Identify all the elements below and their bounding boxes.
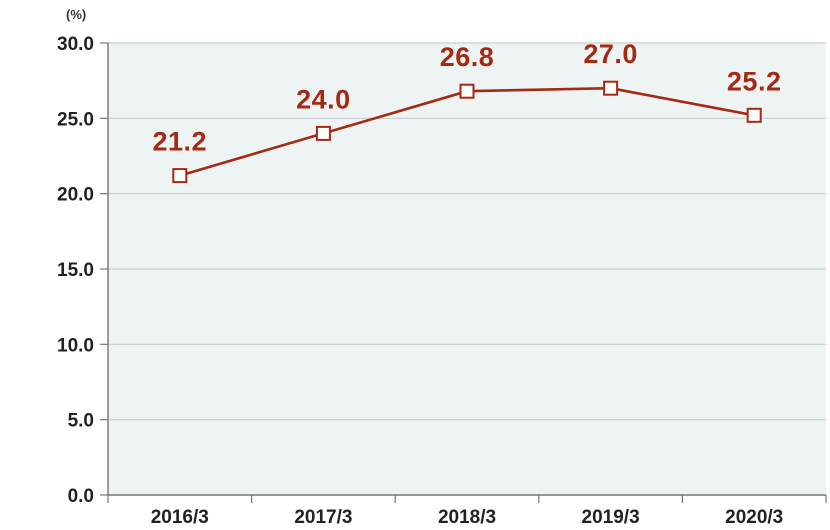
data-point-marker [459,83,475,99]
x-tick-label: 2016/3 [151,507,209,528]
y-tick-label: 0.0 [68,486,94,507]
gridlines [108,42,826,421]
y-tick-label: 15.0 [57,260,94,281]
y-axis-ticks: 0.0 5.0 10.0 15.0 20.0 25.0 30.0 [57,34,108,507]
x-tick-label: 2020/3 [725,507,783,528]
y-tick-label: 10.0 [57,335,94,356]
data-label: 26.8 [440,42,495,72]
data-point-marker [315,125,331,141]
data-markers [172,80,762,184]
data-label: 27.0 [583,39,638,69]
x-tick-label: 2019/3 [582,507,640,528]
x-tick-label: 2017/3 [294,507,352,528]
x-axis-ticks: 2016/3 2017/3 2018/3 2019/3 2020/3 [107,495,827,528]
data-point-marker [603,80,619,96]
data-point-marker [746,107,762,123]
y-axis-unit-label: (%) [66,7,86,22]
x-tick-label: 2018/3 [438,507,496,528]
data-label: 21.2 [153,127,208,157]
y-tick-label: 5.0 [68,411,94,432]
y-tick-label: 25.0 [57,109,94,130]
y-tick-label: 20.0 [57,185,94,206]
data-point-marker [172,168,188,184]
data-label: 25.2 [727,66,782,96]
y-tick-label: 30.0 [57,34,94,55]
data-label: 24.0 [296,84,351,114]
data-labels: 21.2 24.0 26.8 27.0 25.2 [153,39,782,157]
